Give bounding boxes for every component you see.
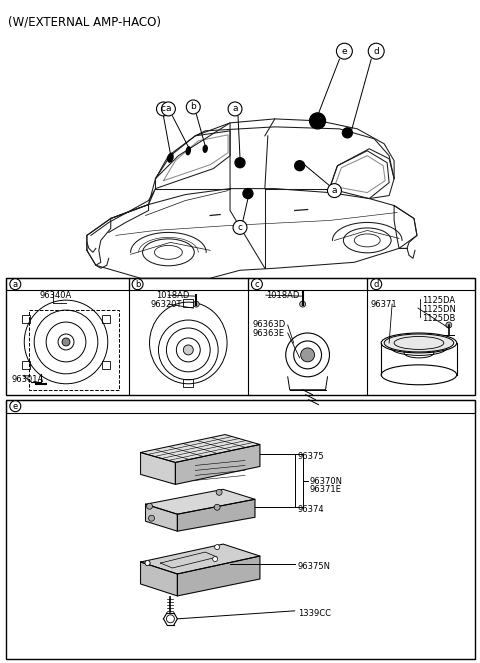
Text: d: d bbox=[373, 280, 379, 288]
Circle shape bbox=[446, 322, 452, 328]
Text: a: a bbox=[332, 186, 337, 195]
Text: (W/EXTERNAL AMP-HACO): (W/EXTERNAL AMP-HACO) bbox=[8, 15, 161, 29]
Bar bbox=[6, 400, 475, 412]
Bar bbox=[6, 278, 475, 394]
Text: 1339CC: 1339CC bbox=[298, 609, 331, 618]
Text: 96375N: 96375N bbox=[298, 562, 331, 571]
Circle shape bbox=[62, 338, 70, 346]
Circle shape bbox=[161, 102, 175, 116]
Ellipse shape bbox=[186, 147, 191, 154]
Circle shape bbox=[252, 278, 263, 290]
Polygon shape bbox=[178, 556, 260, 596]
Text: 96371: 96371 bbox=[370, 300, 397, 309]
Text: c: c bbox=[161, 105, 166, 113]
Circle shape bbox=[295, 160, 305, 170]
Text: 1018AD: 1018AD bbox=[266, 291, 299, 300]
Circle shape bbox=[371, 278, 382, 290]
Text: 96363D: 96363D bbox=[253, 320, 286, 329]
Circle shape bbox=[300, 348, 314, 362]
Text: a: a bbox=[232, 105, 238, 113]
Circle shape bbox=[146, 503, 153, 509]
Polygon shape bbox=[178, 499, 255, 531]
Text: 96374: 96374 bbox=[298, 505, 324, 514]
Bar bbox=[102, 361, 109, 369]
Text: c: c bbox=[254, 280, 259, 288]
Bar bbox=[6, 400, 475, 658]
Circle shape bbox=[243, 188, 253, 198]
Circle shape bbox=[342, 128, 352, 138]
Text: e: e bbox=[342, 46, 347, 56]
Ellipse shape bbox=[168, 153, 173, 162]
Circle shape bbox=[233, 221, 247, 235]
Bar bbox=[6, 278, 129, 290]
Ellipse shape bbox=[384, 334, 454, 352]
Circle shape bbox=[132, 278, 143, 290]
Polygon shape bbox=[145, 489, 255, 514]
Circle shape bbox=[300, 301, 306, 307]
Text: d: d bbox=[373, 46, 379, 56]
Circle shape bbox=[183, 345, 193, 355]
Circle shape bbox=[148, 515, 155, 521]
Circle shape bbox=[193, 301, 199, 307]
Text: 96363E: 96363E bbox=[253, 329, 285, 338]
Text: 1018AD: 1018AD bbox=[156, 291, 190, 300]
Circle shape bbox=[186, 100, 200, 114]
Text: c: c bbox=[238, 223, 242, 232]
Bar bbox=[102, 315, 109, 323]
Circle shape bbox=[235, 158, 245, 168]
Bar bbox=[23, 361, 30, 369]
Text: 96320T: 96320T bbox=[151, 300, 182, 309]
Bar bbox=[183, 379, 193, 387]
Circle shape bbox=[145, 560, 150, 566]
Text: 96340A: 96340A bbox=[39, 291, 72, 300]
Circle shape bbox=[214, 505, 220, 511]
Bar bbox=[23, 315, 30, 323]
Circle shape bbox=[10, 278, 21, 290]
Text: 1125DN: 1125DN bbox=[422, 305, 456, 314]
Text: e: e bbox=[12, 402, 18, 410]
Text: 1125DB: 1125DB bbox=[422, 314, 456, 323]
Circle shape bbox=[10, 400, 21, 412]
Text: 96371E: 96371E bbox=[310, 485, 341, 494]
Text: 96375: 96375 bbox=[298, 452, 324, 461]
Circle shape bbox=[216, 489, 222, 495]
Bar bbox=[129, 278, 248, 290]
Circle shape bbox=[368, 43, 384, 59]
Polygon shape bbox=[145, 505, 178, 531]
Polygon shape bbox=[141, 452, 175, 485]
Bar bbox=[183, 299, 193, 307]
Text: b: b bbox=[191, 103, 196, 111]
Circle shape bbox=[336, 43, 352, 59]
Text: 1125DA: 1125DA bbox=[422, 296, 455, 305]
Text: a: a bbox=[166, 105, 171, 113]
Polygon shape bbox=[141, 562, 178, 596]
Circle shape bbox=[213, 556, 217, 562]
Bar bbox=[367, 278, 475, 290]
Circle shape bbox=[215, 544, 220, 550]
Polygon shape bbox=[141, 544, 260, 574]
Circle shape bbox=[156, 102, 170, 116]
Bar bbox=[248, 278, 367, 290]
Circle shape bbox=[145, 560, 150, 566]
Text: a: a bbox=[13, 280, 18, 288]
Circle shape bbox=[310, 113, 325, 129]
Circle shape bbox=[327, 184, 341, 198]
Circle shape bbox=[228, 102, 242, 116]
Polygon shape bbox=[141, 434, 260, 463]
Text: b: b bbox=[135, 280, 140, 288]
Polygon shape bbox=[175, 444, 260, 485]
Text: 96301A: 96301A bbox=[12, 375, 44, 384]
Text: 96370N: 96370N bbox=[310, 477, 343, 486]
Ellipse shape bbox=[203, 145, 207, 152]
